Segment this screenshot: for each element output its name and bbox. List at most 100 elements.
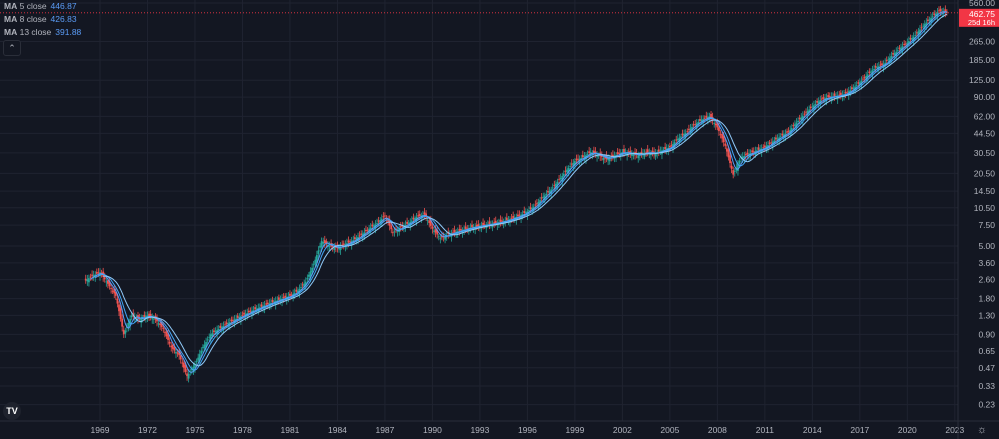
chevron-up-icon[interactable]: ⌃ — [3, 40, 21, 56]
candle-body — [580, 158, 583, 160]
candle-body — [471, 224, 473, 228]
candle-body — [844, 92, 847, 94]
legend-ma5[interactable]: MA 5 close 446.87 — [4, 1, 77, 11]
legend-ma8[interactable]: MA 8 close 426.83 — [4, 14, 77, 24]
candle-body — [944, 9, 947, 13]
candle-body — [556, 181, 559, 186]
candle-body — [630, 154, 633, 156]
candle-body — [149, 313, 152, 318]
candle-body — [553, 185, 556, 186]
candle-body — [203, 344, 206, 349]
candle-body — [678, 137, 681, 143]
y-tick-label: 185.00 — [969, 55, 995, 65]
candle-body — [816, 100, 818, 103]
candle-body — [939, 8, 942, 12]
candle-body — [276, 300, 279, 302]
candle-body — [798, 117, 801, 120]
candle-body — [390, 225, 393, 230]
candle-body — [574, 161, 576, 166]
candle-body — [434, 229, 437, 233]
candle-body — [464, 226, 467, 229]
candle-body — [452, 232, 454, 234]
candle-body — [868, 71, 871, 74]
candle-body — [108, 281, 111, 287]
candle-body — [304, 281, 307, 286]
candle-body — [121, 318, 124, 327]
candle-body — [852, 87, 855, 90]
y-tick-label: 3.60 — [978, 258, 995, 268]
candle-body — [751, 150, 754, 153]
y-tick-label: 20.50 — [974, 168, 996, 178]
candle-body — [638, 154, 641, 157]
gear-icon[interactable]: ☼ — [977, 424, 988, 436]
candle-body — [176, 352, 179, 354]
candle-body — [866, 74, 869, 78]
candle-body — [694, 124, 697, 126]
y-tick-label: 560.00 — [969, 0, 995, 8]
x-tick-label: 1990 — [423, 425, 442, 435]
last-price-badge — [959, 8, 999, 27]
candle-body — [668, 145, 671, 148]
candle-body — [588, 151, 591, 154]
candle-body — [673, 142, 676, 146]
y-tick-label: 62.00 — [974, 111, 996, 121]
candle-body — [331, 246, 334, 247]
candle-body — [559, 177, 562, 179]
candle-body — [893, 53, 896, 56]
candle-body — [135, 317, 138, 319]
candle-body — [611, 154, 614, 157]
candle-body — [917, 31, 920, 35]
ma5-value: 446.87 — [50, 1, 77, 11]
ma-line-13 — [103, 13, 948, 367]
candle-body — [896, 50, 899, 52]
candle-body — [616, 152, 619, 155]
candle-body — [173, 347, 176, 351]
candle-body — [586, 154, 589, 155]
candle-body — [752, 151, 755, 153]
y-tick-label: 0.90 — [978, 329, 995, 339]
candle-body — [727, 149, 730, 158]
candle-body — [444, 235, 446, 240]
candle-body — [190, 369, 193, 370]
candle-body — [494, 220, 497, 224]
candle-body — [692, 124, 695, 126]
candle-body — [632, 154, 635, 157]
candle-body — [876, 66, 879, 69]
candle-body — [730, 165, 733, 169]
candle-body — [537, 201, 540, 207]
candle-body — [164, 331, 166, 333]
candle-body — [683, 134, 686, 137]
candle-body — [311, 267, 314, 273]
candle-body — [901, 46, 904, 50]
candle-body — [898, 47, 901, 49]
candle-body — [744, 154, 747, 156]
candle-body — [208, 336, 211, 338]
candle-body — [205, 342, 207, 348]
candle-body — [762, 147, 765, 149]
candle-body — [184, 364, 187, 372]
candle-body — [211, 333, 214, 336]
candle-body — [157, 323, 160, 325]
candle-body — [97, 272, 100, 274]
candle-body — [933, 13, 936, 16]
y-tick-label: 5.00 — [978, 241, 995, 251]
candle-body — [699, 119, 701, 121]
candle-body — [575, 158, 578, 161]
x-tick-label: 2011 — [756, 425, 775, 435]
candle-body — [543, 195, 546, 200]
candle-body — [741, 156, 744, 159]
tradingview-logo[interactable]: TV — [3, 402, 21, 420]
candle-body — [148, 313, 150, 317]
candle-body — [156, 318, 158, 322]
candle-body — [697, 122, 700, 124]
candle-body — [801, 115, 804, 121]
candle-body — [915, 32, 918, 34]
x-tick-label: 1987 — [375, 425, 394, 435]
candle-body — [581, 155, 584, 158]
legend-ma13[interactable]: MA 13 close 391.88 — [4, 27, 82, 37]
candle-body — [220, 326, 223, 329]
candle-body — [105, 281, 108, 283]
candle-body — [529, 207, 532, 209]
candle-body — [903, 43, 906, 46]
